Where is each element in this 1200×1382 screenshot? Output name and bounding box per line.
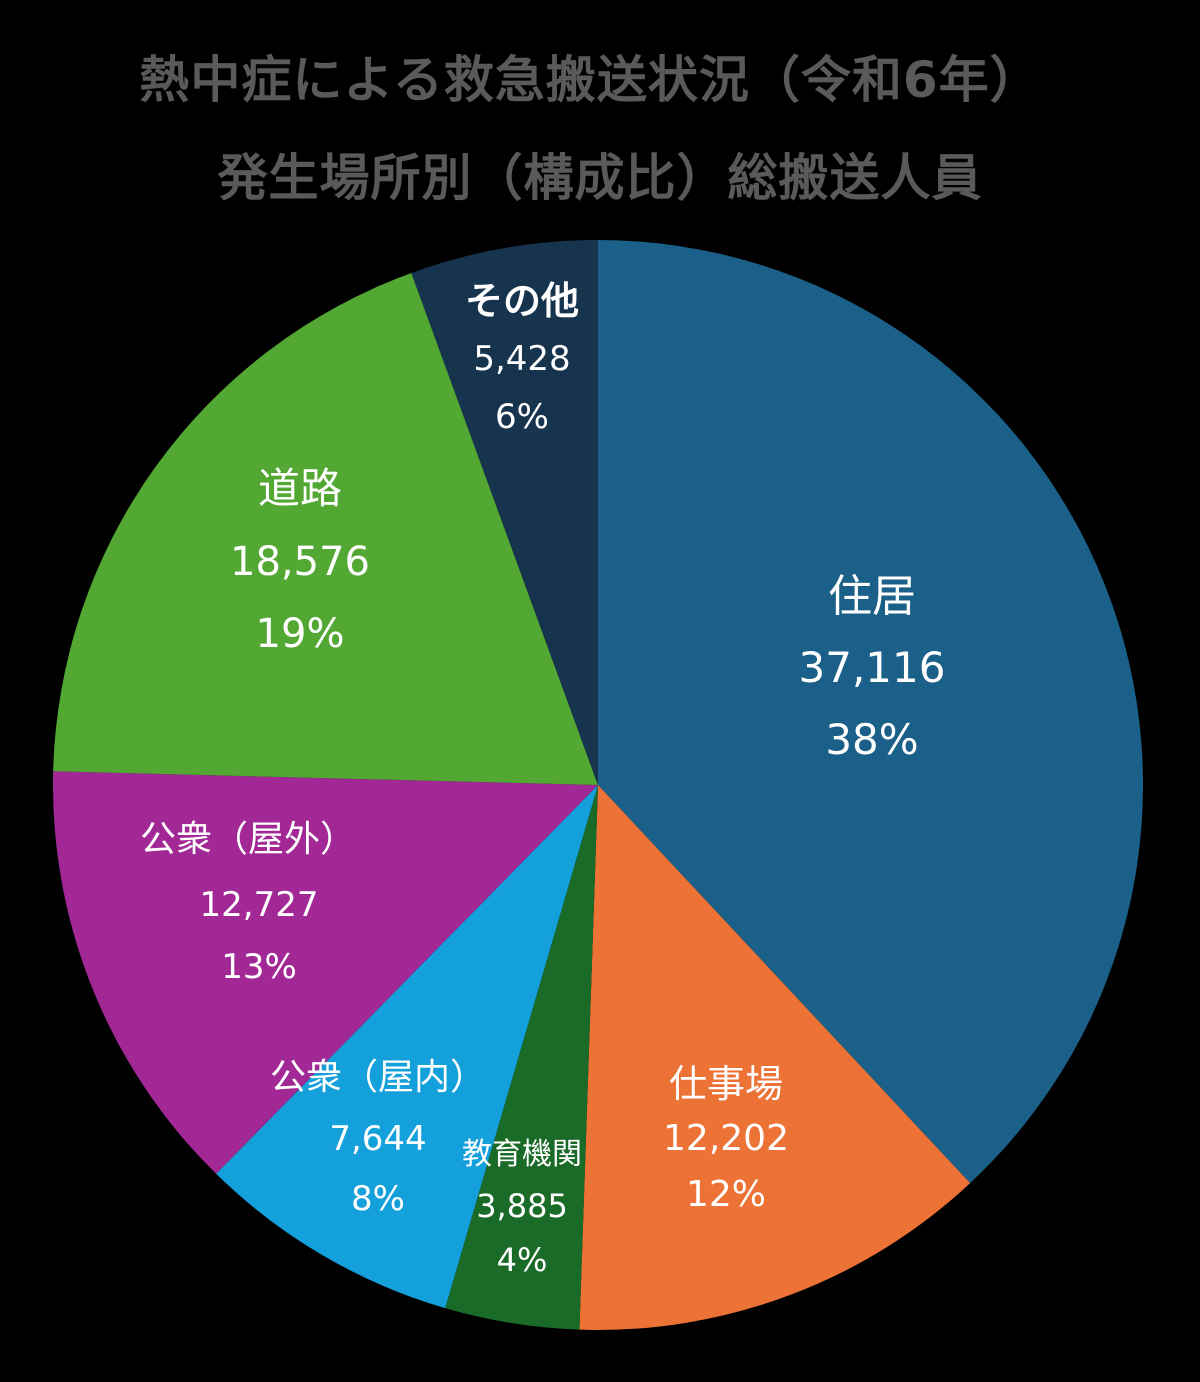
slice-name: 公衆（屋外） <box>139 819 357 860</box>
slice-label-residence: 住居 37,116 38% <box>799 575 946 761</box>
slice-percent: 6% <box>495 397 549 437</box>
slice-value: 37,116 <box>798 643 946 692</box>
pie-slice-education <box>445 785 598 1330</box>
slice-value: 12,202 <box>663 1118 789 1159</box>
pie-slice-workplace <box>579 785 971 1330</box>
slice-name: その他 <box>464 279 580 323</box>
chart-title-line1: 熱中症による救急搬送状況（令和6年） <box>139 51 1041 109</box>
slice-value: 12,727 <box>199 885 319 925</box>
pie-slice-public-outdoor <box>52 771 599 1174</box>
pie-slice-road <box>53 272 599 785</box>
chart-title-line2: 発生場所別（構成比）総搬送人員 <box>217 149 983 207</box>
slice-percent: 4% <box>496 1241 548 1279</box>
slice-percent: 12% <box>685 1174 766 1215</box>
slice-percent: 38% <box>825 715 919 764</box>
slice-label-public-outdoor: 公衆（屋外） 12,727 13% <box>139 819 357 987</box>
slice-percent: 13% <box>221 947 297 987</box>
pie-slice-residence <box>598 240 1144 1184</box>
slice-label-public-indoor: 公衆（屋内） 7,644 8% <box>269 1057 487 1219</box>
slice-name: 教育機関 <box>462 1137 582 1172</box>
slice-name: 住居 <box>828 571 916 622</box>
slice-percent: 19% <box>255 611 345 657</box>
slice-label-education: 教育機関 3,885 4% <box>462 1137 582 1279</box>
slice-label-other: その他 5,428 6% <box>465 282 579 434</box>
slice-value: 18,576 <box>230 539 370 585</box>
slice-label-road: 道路 18,576 19% <box>230 464 370 657</box>
slice-name: 公衆（屋内） <box>269 1057 487 1098</box>
slice-name: 道路 <box>257 464 342 513</box>
slice-name: 仕事場 <box>668 1062 783 1106</box>
slice-percent: 8% <box>351 1179 405 1219</box>
pie-slice-public-indoor <box>216 785 598 1309</box>
pie-slice-other <box>411 240 598 785</box>
slice-label-workplace: 仕事場 12,202 12% <box>663 1065 789 1213</box>
slice-value: 3,885 <box>476 1187 568 1225</box>
slice-value: 5,428 <box>473 339 571 379</box>
slice-value: 7,644 <box>329 1119 427 1159</box>
